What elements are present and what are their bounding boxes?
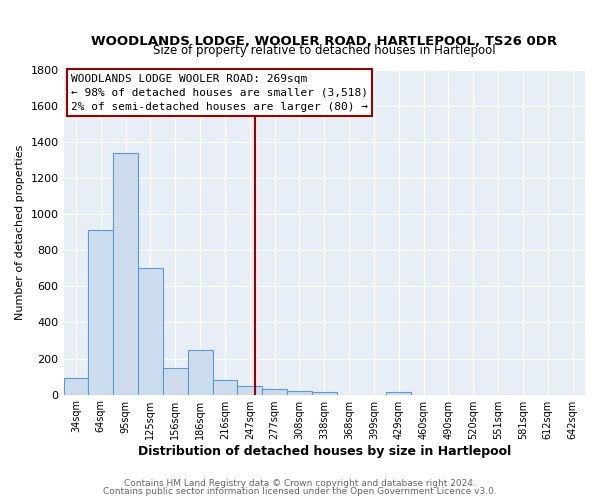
Y-axis label: Number of detached properties: Number of detached properties <box>15 144 25 320</box>
Bar <box>163 368 188 394</box>
Text: WOODLANDS LODGE WOOLER ROAD: 269sqm
← 98% of detached houses are smaller (3,518): WOODLANDS LODGE WOOLER ROAD: 269sqm ← 98… <box>71 74 368 112</box>
X-axis label: Distribution of detached houses by size in Hartlepool: Distribution of detached houses by size … <box>137 444 511 458</box>
Bar <box>386 392 411 394</box>
Bar <box>188 350 212 395</box>
Text: Contains HM Land Registry data © Crown copyright and database right 2024.: Contains HM Land Registry data © Crown c… <box>124 478 476 488</box>
Text: Contains public sector information licensed under the Open Government Licence v3: Contains public sector information licen… <box>103 487 497 496</box>
Bar <box>88 230 113 394</box>
Bar <box>212 380 238 394</box>
Bar <box>262 389 287 394</box>
Bar <box>138 268 163 394</box>
Bar <box>64 378 88 394</box>
Text: Size of property relative to detached houses in Hartlepool: Size of property relative to detached ho… <box>153 44 496 57</box>
Title: WOODLANDS LODGE, WOOLER ROAD, HARTLEPOOL, TS26 0DR: WOODLANDS LODGE, WOOLER ROAD, HARTLEPOOL… <box>91 35 557 48</box>
Bar <box>238 386 262 394</box>
Bar <box>113 153 138 394</box>
Bar <box>312 392 337 394</box>
Bar <box>287 391 312 394</box>
